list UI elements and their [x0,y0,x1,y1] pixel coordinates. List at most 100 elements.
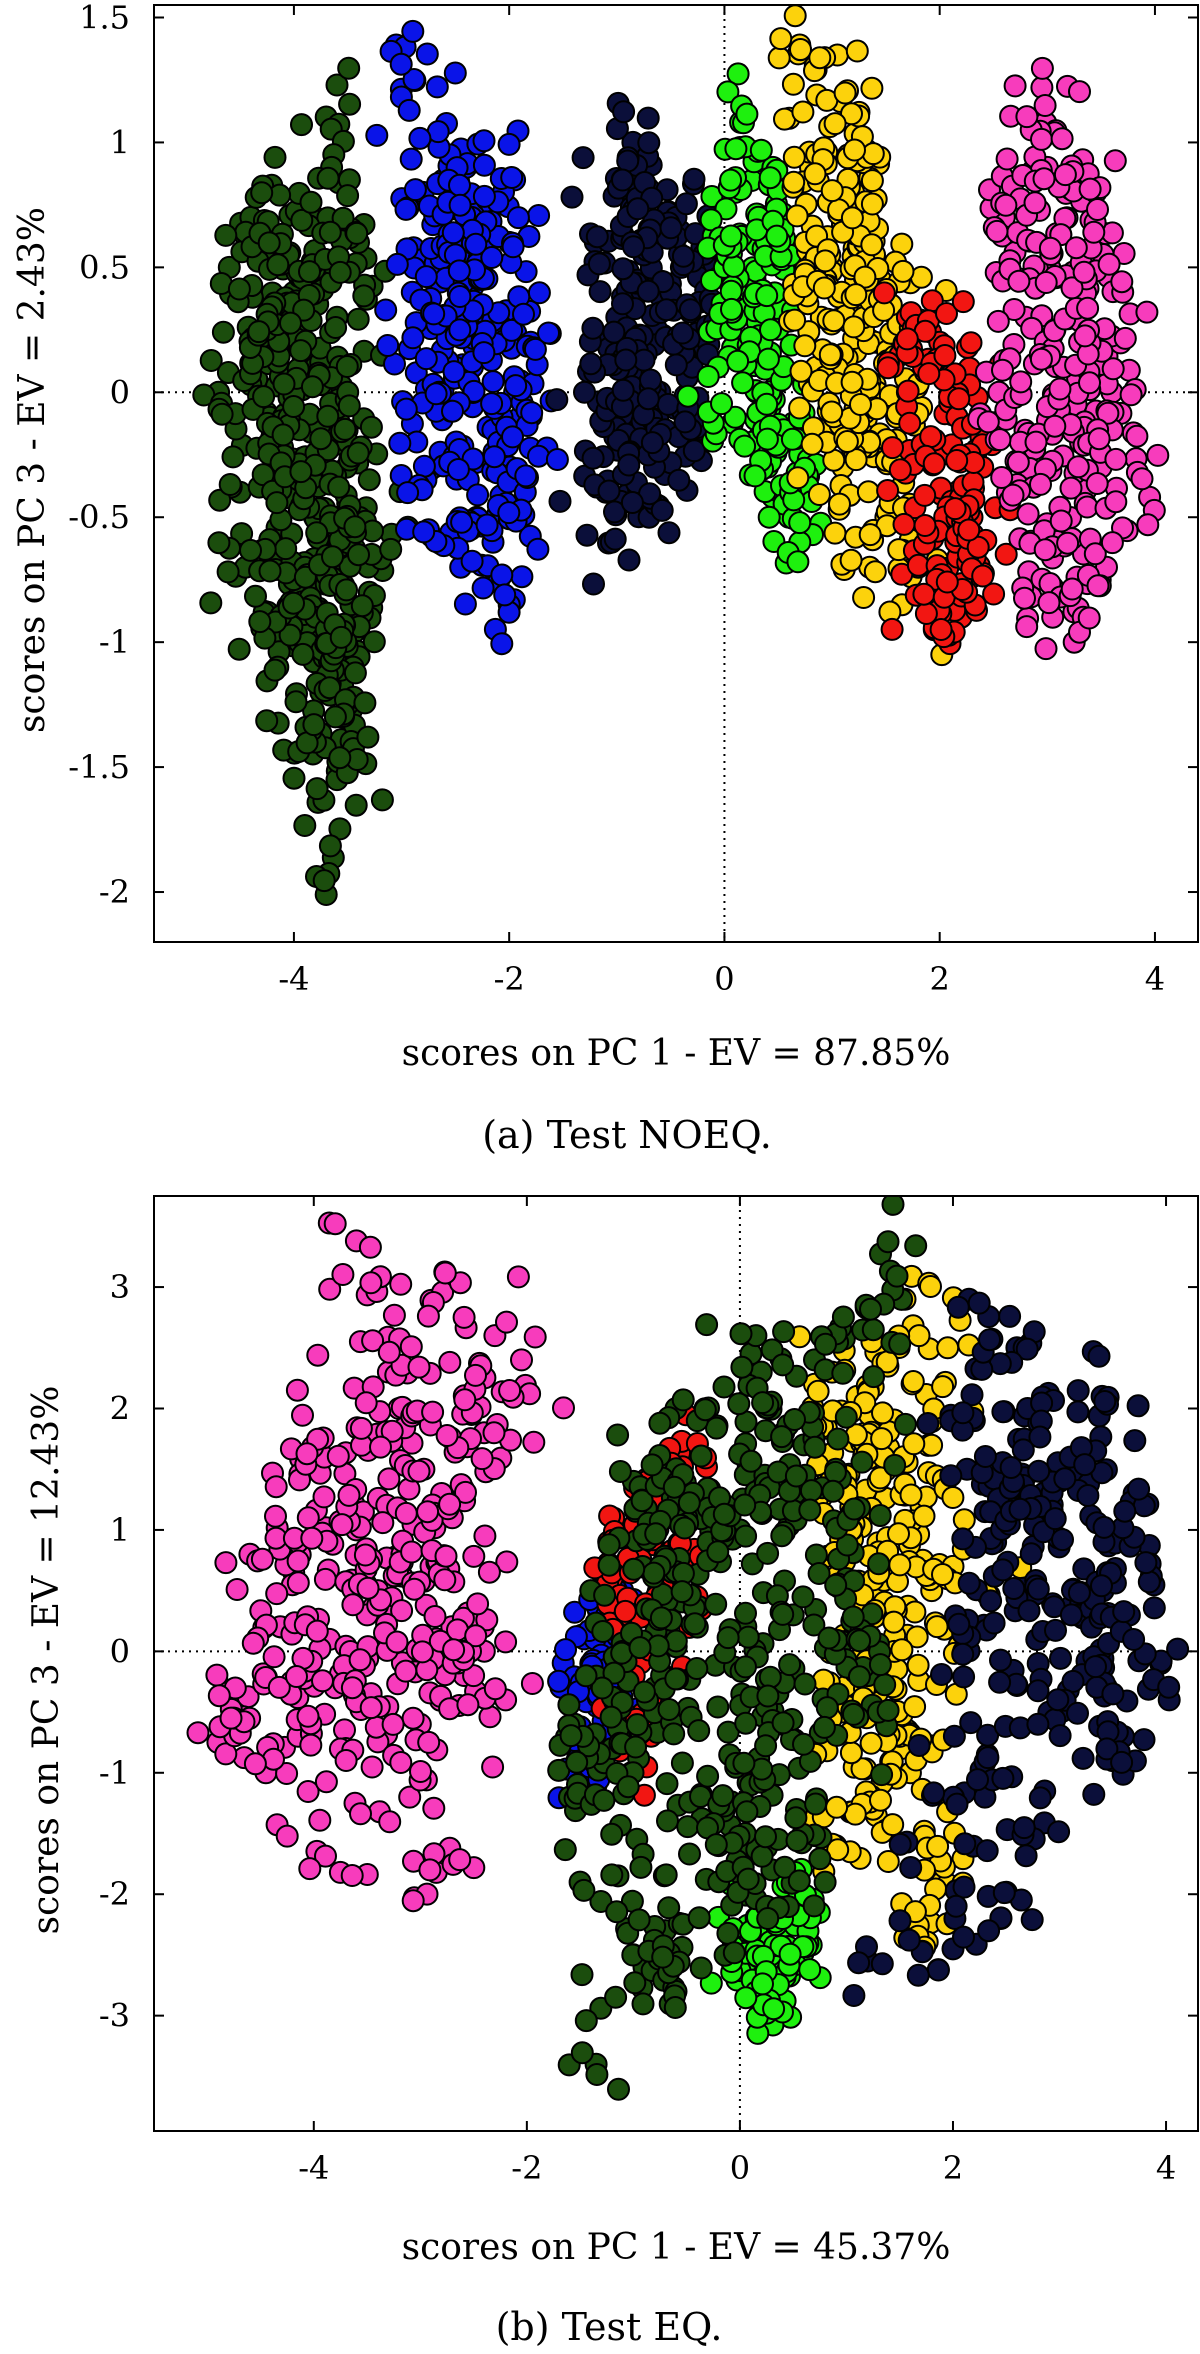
data-point [1073,324,1097,348]
chart-a-series-5 [872,281,1022,656]
data-point [1046,1688,1070,1712]
data-point [749,138,773,162]
data-point [839,548,863,572]
data-point [409,1760,432,1783]
data-point [378,1810,402,1834]
data-point [545,448,569,471]
chart-b: -4 -2 0 2 4 -3 -2 -1 0 1 2 3 scores on PC 1 - EV = … [26,1195,1199,2349]
data-point [888,458,912,482]
data-point [1110,1750,1134,1774]
data-point [1059,476,1083,500]
data-point [926,1958,950,1982]
data-point [300,375,324,399]
data-point [803,162,827,186]
data-point [1126,1394,1150,1418]
data-point [839,1741,863,1765]
data-point [788,396,812,420]
data-point [611,168,634,192]
data-point [1104,490,1128,514]
data-point [453,1388,477,1412]
data-point [899,1483,923,1507]
data-point [347,543,370,567]
data-point [205,1663,229,1687]
data-point [812,1715,836,1739]
data-point [266,253,290,277]
data-point [497,501,521,525]
data-point [456,1693,480,1717]
data-point [448,285,472,308]
data-point [888,1909,912,1933]
data-point [264,1504,287,1528]
data-point [357,468,381,492]
data-point [514,464,538,488]
data-point [316,404,340,428]
data-point [1077,606,1101,630]
data-point [893,1412,917,1436]
data-point [848,1629,872,1653]
data-point [334,1749,358,1772]
data-point [967,1291,991,1315]
data-point [786,466,810,490]
data-point [678,1842,701,1866]
data-point [1103,149,1127,173]
data-point [422,302,446,326]
data-point [706,1695,730,1719]
data-point [1134,1551,1158,1575]
data-point [907,1324,931,1348]
data-point [1020,316,1044,340]
data-point [337,56,361,80]
data-point [1011,1438,1035,1462]
data-point [733,434,757,458]
data-point [305,777,329,801]
data-point [498,1379,522,1402]
data-point [978,1328,1001,1352]
data-point [493,583,517,607]
data-point [1029,472,1052,496]
data-point [1084,1655,1107,1679]
data-point [296,1704,320,1728]
data-point [1027,1459,1051,1483]
data-point [867,1552,891,1576]
data-point [358,1235,382,1259]
data-point [1050,127,1074,151]
data-point [916,1412,940,1435]
data-point [1015,1337,1039,1361]
data-point [318,676,342,700]
data-point [804,1792,828,1816]
data-point [868,1466,892,1490]
data-point [899,1856,923,1879]
data-point [942,1724,966,1748]
data-point [483,1677,507,1701]
data-point [1076,296,1100,320]
data-point [324,316,348,339]
data-point [482,1421,506,1445]
data-point [903,1695,927,1719]
data-point [265,491,289,515]
data-point [678,298,702,322]
data-point [365,123,389,147]
data-point [331,206,355,230]
data-point [354,1391,378,1415]
data-point [625,1713,649,1737]
data-point [734,1711,758,1735]
data-point [335,578,358,602]
data-point [756,1684,780,1708]
data-point [394,197,418,221]
data-point [631,1992,655,2016]
data-point [1100,531,1124,555]
data-point [897,1928,921,1952]
data-point [756,1541,780,1565]
data-point [673,410,697,434]
data-point [706,1540,730,1564]
data-point [786,550,810,574]
data-point [888,1553,912,1577]
y-tick-label: -3 [99,1997,130,2035]
data-point [630,1489,654,1513]
data-point [448,173,471,197]
data-point [611,292,634,316]
data-point [637,131,661,155]
data-point [769,27,793,51]
x-tick-label: -2 [494,960,525,998]
data-point [300,1526,324,1550]
data-point [290,113,313,137]
